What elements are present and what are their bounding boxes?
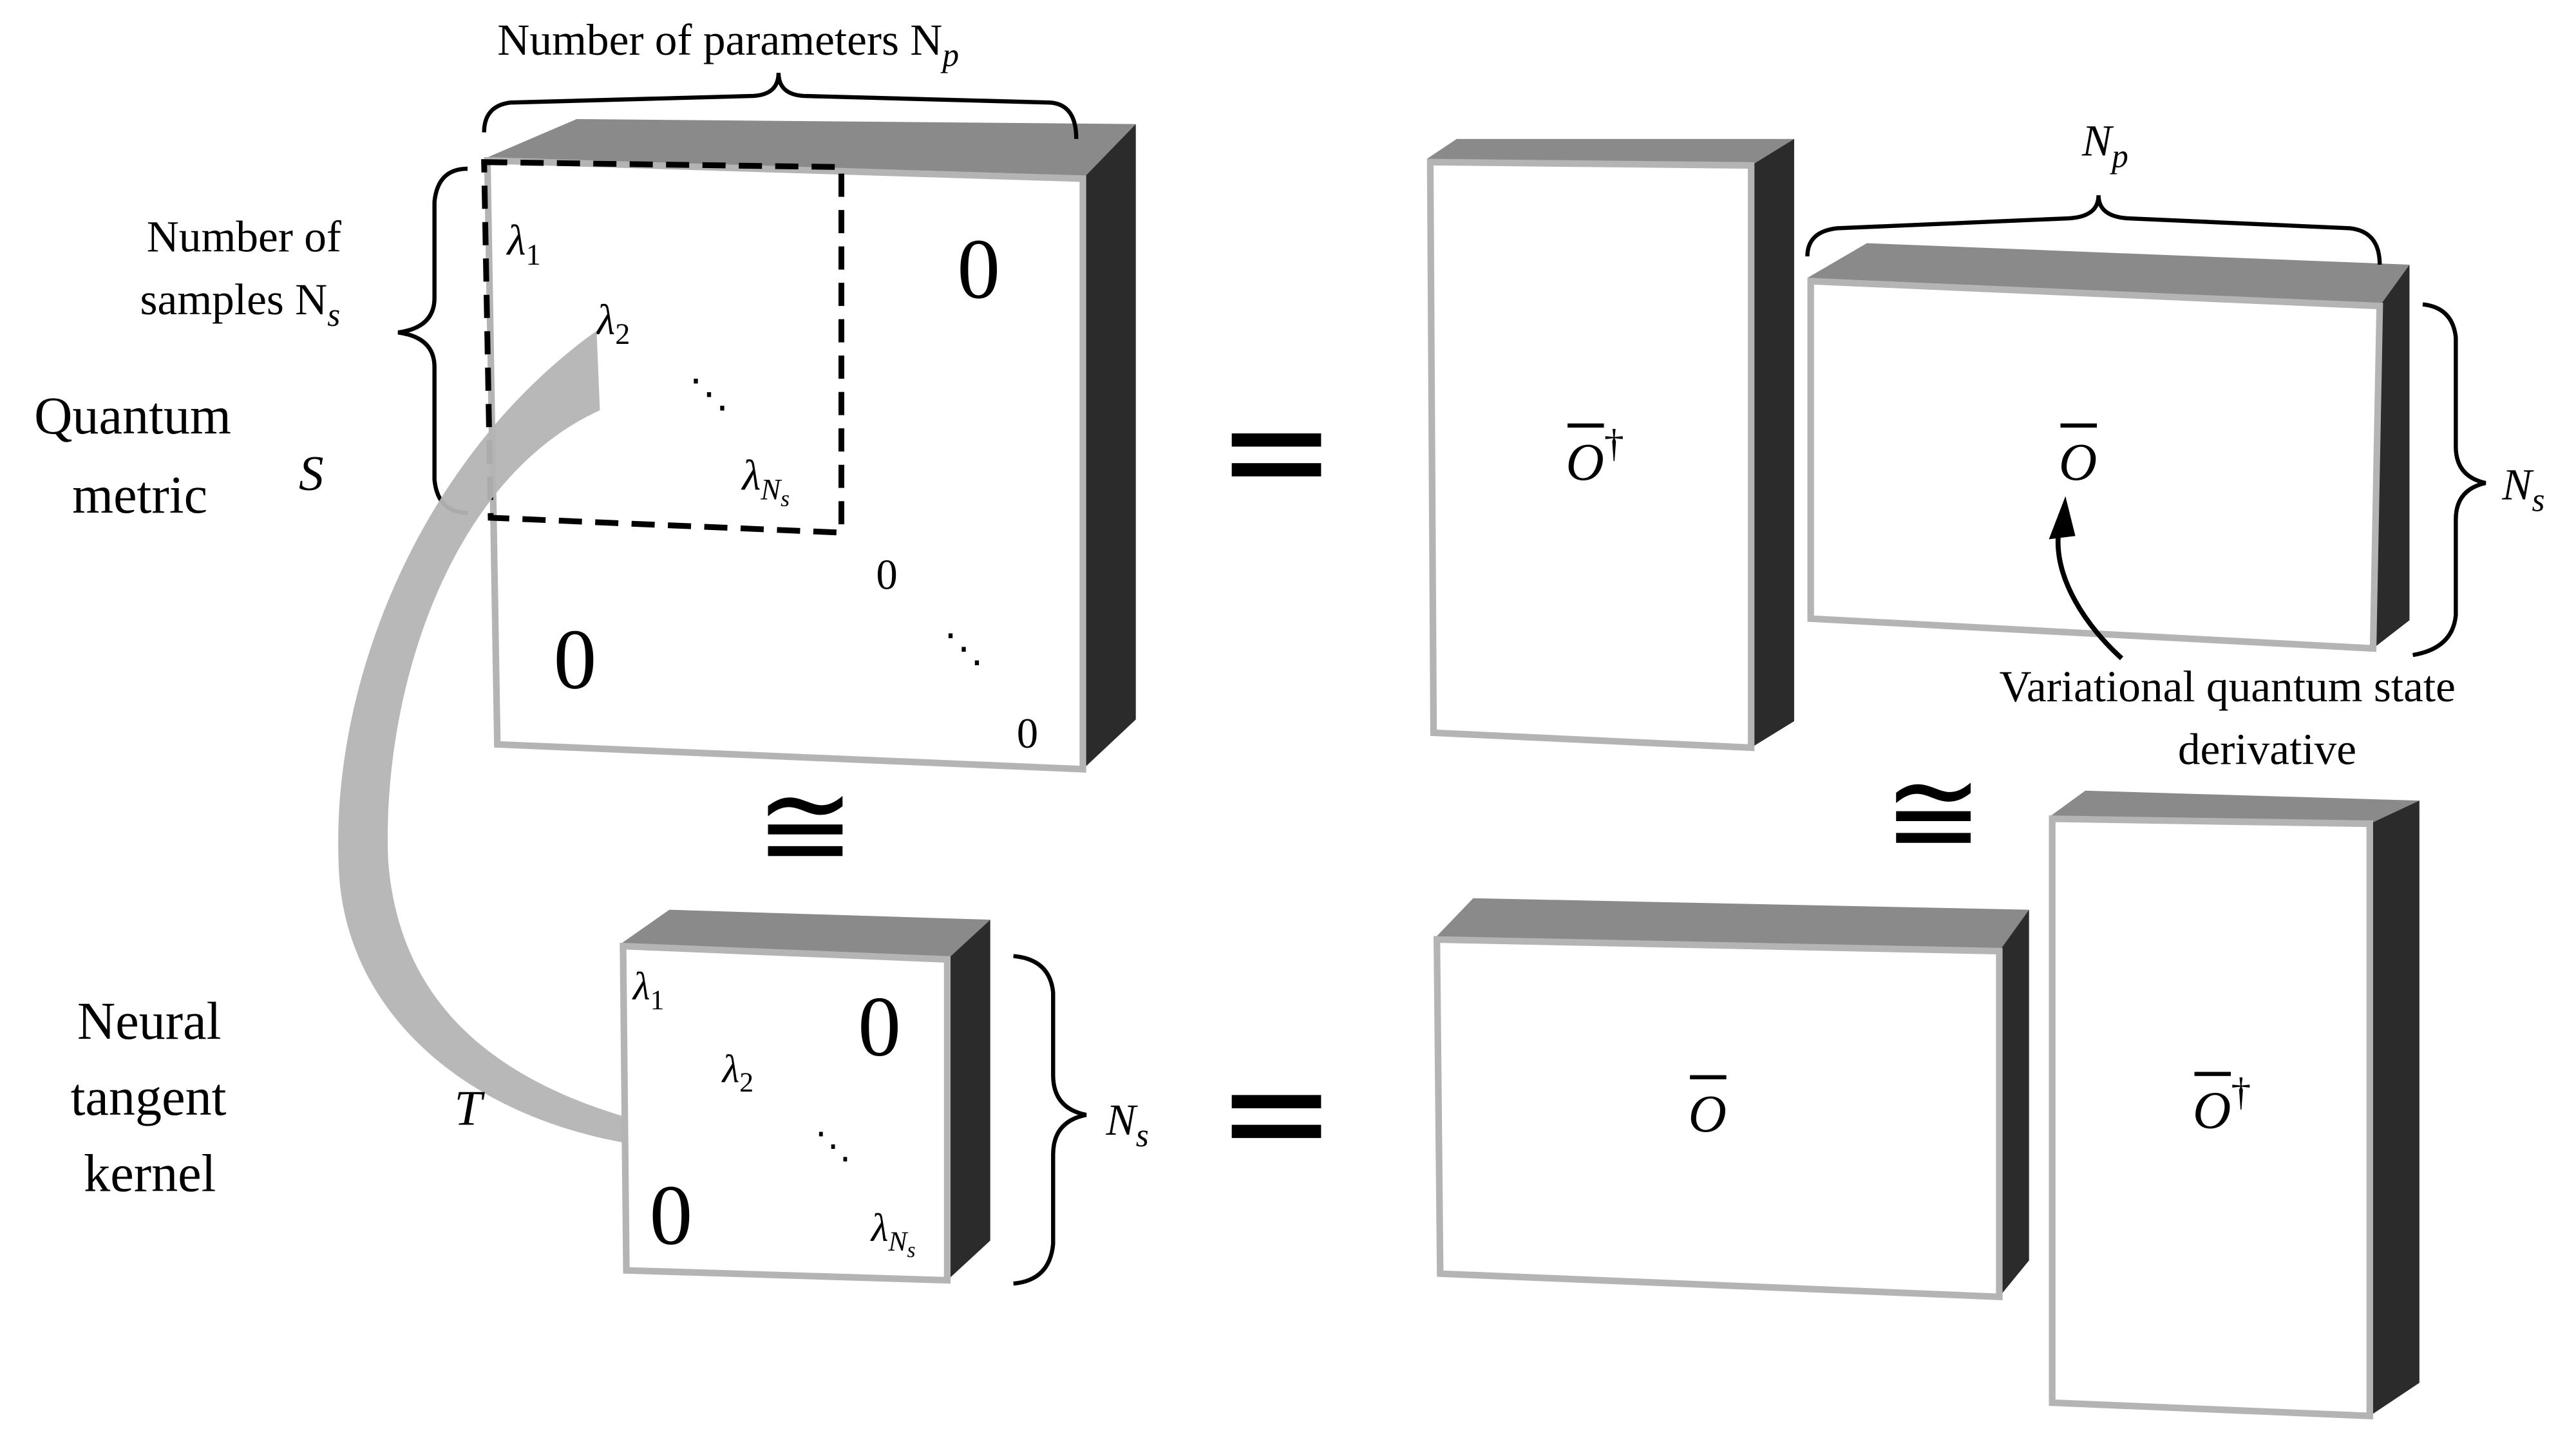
neural-label-line2: tangent xyxy=(71,1068,227,1126)
zero-diag-2: 0 xyxy=(1017,710,1038,757)
lambda-Ns: λNs xyxy=(741,451,790,511)
Np-brace xyxy=(1805,194,2382,265)
quantum-metric-matrix xyxy=(481,118,1136,773)
zero-diag-1: 0 xyxy=(876,551,897,598)
Ns-brace-top xyxy=(2412,302,2486,658)
zero-bottom-left: 0 xyxy=(554,611,597,706)
O-dagger-label-bottom: O† xyxy=(2193,1070,2251,1140)
O-dagger-box-top xyxy=(1426,138,1794,752)
congruent-left: ≅ xyxy=(755,761,855,893)
neural-tangent-kernel-matrix xyxy=(620,909,990,1284)
equals-top xyxy=(1231,433,1321,477)
diag-ellipsis-2: ⋱ xyxy=(944,627,984,670)
top-brace xyxy=(482,72,1079,139)
O-box-top xyxy=(1807,243,2410,652)
O-dagger-label-top: O† xyxy=(1566,422,1624,491)
samples-label-line2: samples Ns xyxy=(140,274,340,334)
t-zero-bottom-left: 0 xyxy=(650,1168,693,1263)
O-overline-2 xyxy=(2060,423,2097,428)
quantum-metric-label-line2: metric xyxy=(72,466,207,524)
samples-label-line1: Number of xyxy=(147,211,342,261)
neural-label-line1: Neural xyxy=(77,992,222,1050)
O-overline-1 xyxy=(1567,423,1604,428)
zero-top-right: 0 xyxy=(957,221,1000,316)
lambda-1: λ1 xyxy=(506,217,541,271)
Ns-label-bottom: Ns xyxy=(1105,1095,1148,1154)
top-label: Number of parameters Np xyxy=(497,15,959,74)
matrix-side-face xyxy=(1083,124,1136,770)
O-dagger-box-bottom xyxy=(2049,790,2420,1419)
matrix-front-face xyxy=(484,156,1086,773)
O-overline-3 xyxy=(1690,1075,1727,1079)
variational-label-line1: Variational quantum state xyxy=(1999,661,2455,711)
Ns-label-top: Ns xyxy=(2501,460,2544,519)
variational-label-line2: derivative xyxy=(2178,724,2356,774)
left-brace xyxy=(397,166,468,515)
O-label-top: O xyxy=(2059,433,2097,491)
t-lambda-2: λ2 xyxy=(721,1047,754,1098)
curved-arrow xyxy=(338,330,693,1175)
Ns-brace-bottom xyxy=(1013,954,1087,1286)
variational-arrow xyxy=(2055,529,2124,661)
S-symbol: S xyxy=(299,445,324,500)
t-diag-ellipsis: ⋱ xyxy=(815,1126,851,1166)
dashed-block-outline xyxy=(481,159,845,536)
congruent-right: ≅ xyxy=(1884,748,1984,880)
diag-ellipsis-1: ⋱ xyxy=(689,372,729,416)
t-zero-top-right: 0 xyxy=(858,979,901,1074)
variational-arrowhead xyxy=(2049,496,2076,540)
quantum-metric-label-line1: Quantum xyxy=(34,386,231,445)
Np-label: Np xyxy=(2081,115,2128,175)
equals-bottom xyxy=(1231,1095,1321,1139)
T-symbol: T xyxy=(454,1081,485,1136)
O-label-bottom: O xyxy=(1689,1084,1727,1143)
O-box-bottom xyxy=(1433,898,2029,1301)
neural-label-line3: kernel xyxy=(84,1144,216,1202)
O-overline-4 xyxy=(2194,1072,2231,1076)
lambda-2: λ2 xyxy=(595,296,630,350)
t-lambda-1: λ1 xyxy=(632,964,665,1015)
t-lambda-Ns: λNs xyxy=(870,1206,916,1262)
